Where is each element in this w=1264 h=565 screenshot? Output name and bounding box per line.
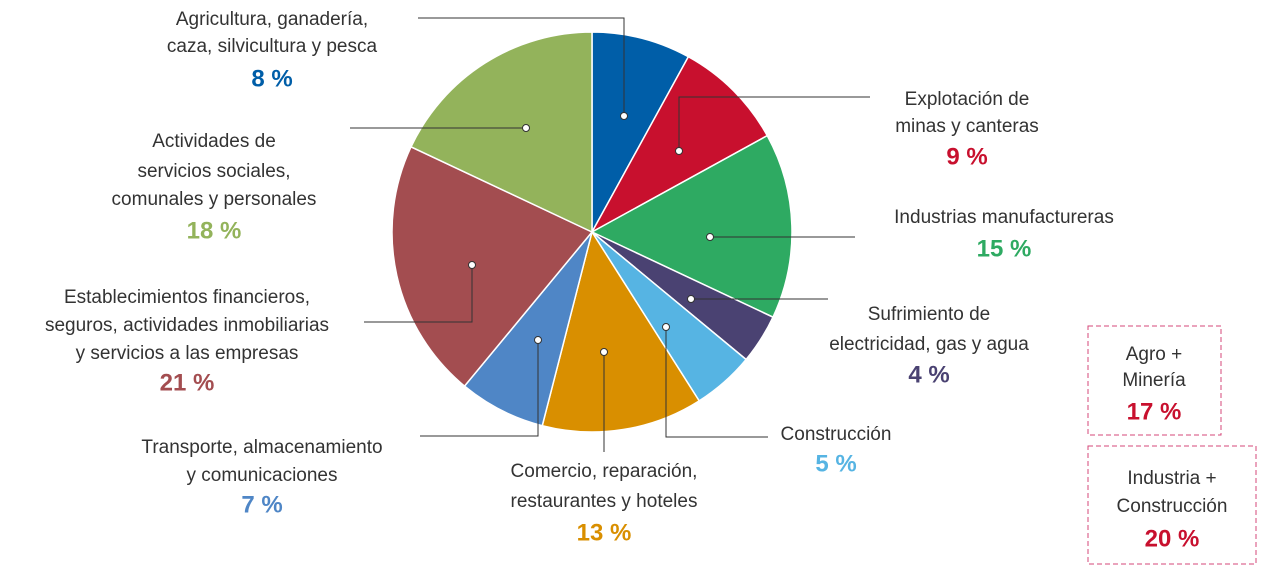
leader-line [420,340,539,437]
slice-label: servicios sociales, [137,161,290,182]
slice-label: caza, silvicultura y pesca [167,36,378,57]
value-label: 7 % [241,491,282,518]
leader-dot [522,124,530,132]
slice-label: seguros, actividades inmobiliarias [45,315,329,336]
leader-line [665,327,768,438]
value-label: 5 % [815,450,856,477]
slice-label: y servicios a las empresas [76,343,299,364]
slice-label: Explotación de [905,89,1030,110]
slice-label: Transporte, almacenamiento [141,437,382,458]
leader-line [418,17,625,116]
slice-label: y comunicaciones [186,465,337,486]
leader-dot [687,295,695,303]
pie-slice [410,31,593,234]
slice-label: Actividades de [152,131,276,152]
value-label: 9 % [946,143,987,170]
slice-label: comunales y personales [112,189,317,210]
leader-dot [534,336,542,344]
slice-label: Industrias manufactureras [894,207,1114,228]
pie-slice [591,31,690,233]
slice-label: Establecimientos financieros, [64,287,310,308]
pie-slice [541,230,701,433]
annotation-box [1087,445,1257,565]
leader-dot [675,147,683,155]
value-label: 18 % [187,217,242,244]
annotation-text: Construcción [1117,496,1228,517]
annotation-value: 17 % [1127,398,1182,425]
slice-label: Sufrimiento de [868,304,991,325]
leader-dot [706,233,714,241]
value-label: 21 % [160,369,215,396]
slice-label: electricidad, gas y agua [829,334,1029,355]
annotation-text: Industria + [1127,468,1216,489]
leader-dot [600,348,608,356]
pie-slice [590,55,769,234]
slice-label: Comercio, reparación, [511,461,698,482]
leader-dot [662,323,670,331]
pie-slice [590,134,793,319]
annotation-box [1087,325,1222,436]
value-label: 4 % [908,361,949,388]
annotation-value: 20 % [1145,525,1200,552]
leader-dot [620,112,628,120]
leader-line [678,96,870,151]
slice-label: restaurantes y hoteles [511,491,698,512]
slice-label: Construcción [781,424,892,445]
value-label: 8 % [251,65,292,92]
annotation-text: Agro + [1126,344,1183,365]
pie-slice [391,145,594,388]
value-label: 15 % [977,235,1032,262]
value-label: 13 % [577,519,632,546]
annotation-text: Minería [1122,370,1186,391]
leader-dot [468,261,476,269]
slice-label: minas y canteras [895,116,1039,137]
leader-line [364,265,473,323]
slice-label: Agricultura, ganadería, [176,9,368,30]
